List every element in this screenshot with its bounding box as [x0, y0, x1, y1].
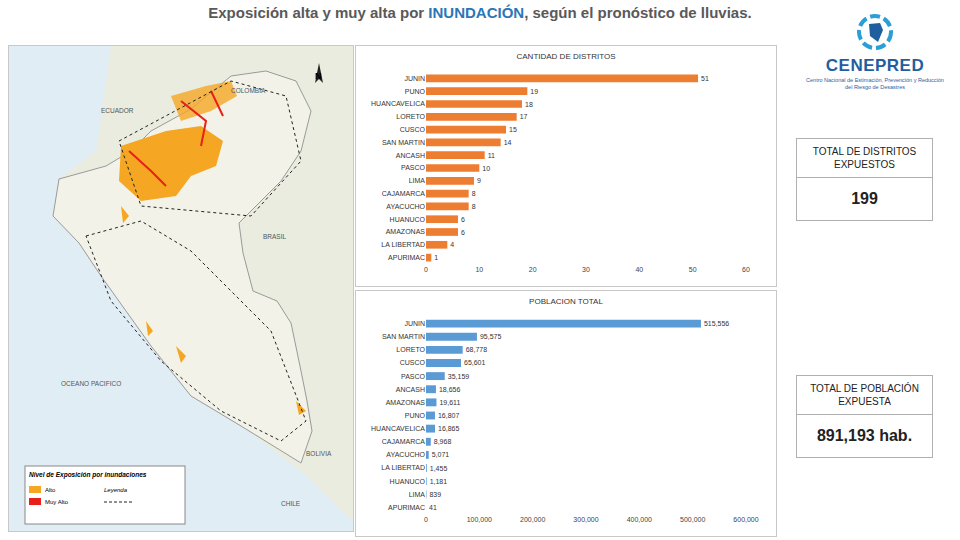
svg-text:HUANUCO: HUANUCO: [390, 478, 426, 485]
svg-text:600,000: 600,000: [733, 516, 758, 523]
svg-text:10: 10: [475, 266, 483, 273]
html-text:CENEPRED: CENEPRED: [825, 56, 925, 75]
svg-text:95,575: 95,575: [480, 333, 502, 340]
svg-text:400,000: 400,000: [627, 516, 652, 523]
svg-text:500,000: 500,000: [680, 516, 705, 523]
svg-text:OCEANO PACIFICO: OCEANO PACIFICO: [61, 380, 121, 387]
svg-text:AMAZONAS: AMAZONAS: [386, 228, 426, 235]
svg-text:LORETO: LORETO: [396, 113, 425, 120]
svg-text:65,601: 65,601: [464, 359, 486, 366]
svg-text:8: 8: [472, 203, 476, 210]
svg-text:9: 9: [477, 177, 481, 184]
svg-text:5,071: 5,071: [432, 451, 450, 458]
svg-text:SAN MARTIN: SAN MARTIN: [382, 333, 425, 340]
svg-text:Alto: Alto: [45, 487, 56, 493]
svg-text:1: 1: [434, 254, 438, 261]
svg-text:BOLIVIA: BOLIVIA: [306, 450, 332, 457]
svg-text:LA LIBERTAD: LA LIBERTAD: [381, 464, 425, 471]
svg-text:51: 51: [701, 75, 709, 82]
html-text:Centro Nacional de Estimación,: Centro Nacional de Estimación, Prevenció…: [806, 77, 944, 90]
svg-text:0: 0: [424, 266, 428, 273]
svg-text:6: 6: [461, 229, 465, 236]
svg-text:14: 14: [504, 139, 512, 146]
svg-text:POBLACION TOTAL: POBLACION TOTAL: [529, 297, 603, 306]
svg-text:LA LIBERTAD: LA LIBERTAD: [381, 241, 425, 248]
svg-text:AYACUCHO: AYACUCHO: [386, 203, 425, 210]
svg-text:4: 4: [450, 241, 454, 248]
svg-text:LORETO: LORETO: [396, 346, 425, 353]
svg-text:100,000: 100,000: [467, 516, 492, 523]
svg-text:8: 8: [472, 190, 476, 197]
svg-text:ECUADOR: ECUADOR: [101, 107, 134, 114]
svg-text:18,656: 18,656: [439, 386, 461, 393]
svg-text:ANCASH: ANCASH: [396, 386, 425, 393]
svg-text:300,000: 300,000: [573, 516, 598, 523]
svg-text:CUSCO: CUSCO: [400, 126, 426, 133]
svg-text:16,807: 16,807: [438, 412, 460, 419]
svg-text:15: 15: [509, 126, 517, 133]
svg-text:18: 18: [525, 101, 533, 108]
svg-text:JUNIN: JUNIN: [404, 320, 425, 327]
svg-text:BRASIL: BRASIL: [263, 233, 287, 240]
svg-text:PUNO: PUNO: [405, 88, 426, 95]
svg-text:PUNO: PUNO: [405, 412, 426, 419]
svg-text:35,159: 35,159: [448, 373, 470, 380]
svg-text:6: 6: [461, 216, 465, 223]
svg-text:PASCO: PASCO: [401, 373, 426, 380]
svg-text:HUANCAVELICA: HUANCAVELICA: [371, 425, 425, 432]
svg-text:50: 50: [689, 266, 697, 273]
html-text:199: 199: [851, 190, 878, 207]
svg-text:AMAZONAS: AMAZONAS: [386, 399, 426, 406]
svg-text:19,611: 19,611: [439, 399, 460, 406]
svg-text:8,968: 8,968: [434, 438, 452, 445]
svg-text:Muy Alto: Muy Alto: [45, 499, 69, 505]
svg-text:CUSCO: CUSCO: [400, 359, 426, 366]
svg-text:HUANUCO: HUANUCO: [390, 216, 426, 223]
svg-text:30: 30: [582, 266, 590, 273]
svg-text:200,000: 200,000: [520, 516, 545, 523]
html-text:TOTAL DE POBLACIÓN EXPUESTA: TOTAL DE POBLACIÓN EXPUESTA: [810, 383, 919, 407]
svg-text:16,865: 16,865: [438, 425, 460, 432]
svg-text:10: 10: [482, 165, 490, 172]
html-text:891,193 hab.: 891,193 hab.: [816, 427, 913, 444]
svg-text:APURIMAC: APURIMAC: [388, 254, 425, 261]
svg-text:0: 0: [424, 516, 428, 523]
html-text:TOTAL DE DISTRITOS EXPUESTOS: TOTAL DE DISTRITOS EXPUESTOS: [812, 146, 917, 170]
svg-text:839: 839: [429, 491, 441, 498]
html-text:Exposición alta y muy alta por: Exposición alta y muy alta por INUNDACIÓ…: [208, 4, 752, 21]
svg-text:CANTIDAD DE DISTRITOS: CANTIDAD DE DISTRITOS: [517, 52, 616, 61]
svg-text:JUNIN: JUNIN: [404, 75, 425, 82]
svg-text:HUANCAVELICA: HUANCAVELICA: [371, 100, 425, 107]
svg-text:41: 41: [429, 504, 437, 511]
svg-text:APURIMAC: APURIMAC: [388, 504, 425, 511]
svg-text:SAN MARTIN: SAN MARTIN: [382, 139, 425, 146]
svg-text:1,455: 1,455: [430, 465, 448, 472]
svg-text:AYACUCHO: AYACUCHO: [386, 451, 425, 458]
svg-text:68,778: 68,778: [466, 346, 488, 353]
svg-text:20: 20: [529, 266, 537, 273]
svg-text:40: 40: [635, 266, 643, 273]
svg-text:ANCASH: ANCASH: [396, 152, 425, 159]
svg-text:COLOMBIA: COLOMBIA: [231, 87, 266, 94]
svg-text:60: 60: [742, 266, 750, 273]
svg-text:19: 19: [530, 88, 538, 95]
svg-text:17: 17: [520, 113, 528, 120]
svg-text:1,181: 1,181: [430, 478, 448, 485]
svg-text:CAJAMARCA: CAJAMARCA: [382, 190, 426, 197]
svg-text:N: N: [315, 71, 322, 81]
svg-text:Nivel de Exposición por inunda: Nivel de Exposición por inundaciones: [29, 471, 147, 479]
svg-text:LIMA: LIMA: [409, 177, 426, 184]
svg-text:Leyenda: Leyenda: [104, 487, 128, 493]
svg-text:PASCO: PASCO: [401, 164, 426, 171]
svg-text:11: 11: [488, 152, 495, 159]
svg-text:LIMA: LIMA: [409, 491, 426, 498]
svg-text:CHILE: CHILE: [281, 500, 301, 507]
svg-text:515,556: 515,556: [704, 320, 729, 327]
svg-text:CAJAMARCA: CAJAMARCA: [382, 438, 426, 445]
